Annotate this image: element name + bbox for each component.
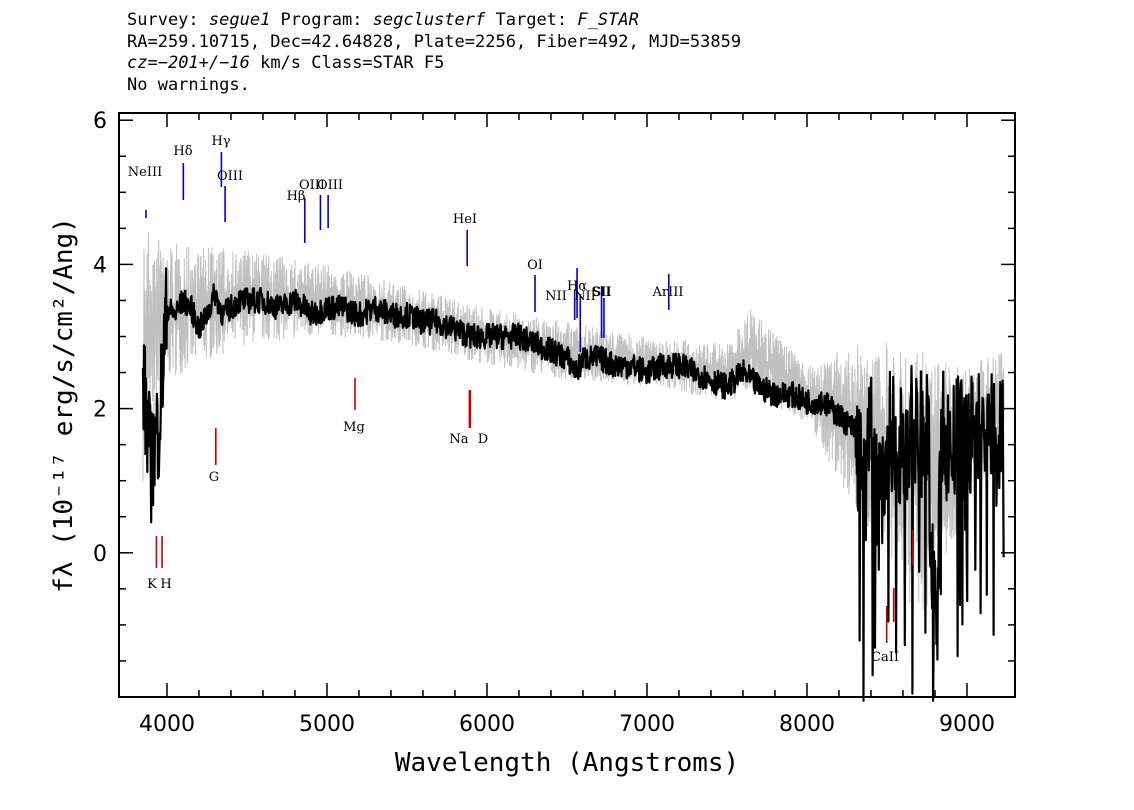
y-tick-label: 2 [93,398,107,423]
survey-value: segue1 [208,10,271,30]
y-tick-label: 6 [93,109,107,134]
emission-label: OIII [299,178,325,193]
error-series-line [142,232,1005,611]
program-value: segclusterf [372,10,486,30]
target-label: Target: [485,10,578,30]
absorption-label: G [209,470,219,485]
program-label: Program: [270,10,373,30]
emission-label: Hβ [287,189,306,204]
emission-label: NeIII [128,165,162,180]
emission-label: OIII [217,169,243,184]
absorption-label: H [160,577,171,592]
emission-label: NII [545,289,567,304]
absorption-label: Mg [343,420,365,435]
y-tick-label: 4 [93,253,107,278]
emission-label: SII [591,285,610,300]
emission-label: OI [527,258,543,273]
absorption-label: D [478,432,488,447]
target-value: F_STAR [577,10,639,30]
emission-label: OIII [317,178,343,193]
plot-frame [118,112,1016,698]
axes-layer: 4000 5000 6000 7000 8000 9000 0 2 4 6 [93,109,1015,737]
flux-layer [141,267,1005,702]
header-line-warnings: No warnings. [127,74,250,95]
x-tick-label: 4000 [139,712,195,737]
y-axis-title: fλ (10⁻¹⁷ erg/s/cm²/Ang) [49,217,79,593]
emission-label: Hδ [173,144,192,159]
spectrum-header: Survey: segue1 Program: segclusterf Targ… [127,10,741,96]
absorption-label: Na [449,432,468,447]
emission-label: Hα [567,279,587,294]
header-line-redshift: cz=−201+/−16 km/s Class=STAR F5 [127,53,741,75]
x-axis-title: Wavelength (Angstroms) [395,748,739,778]
header-line-coords: RA=259.10715, Dec=42.64828, Plate=2256, … [127,31,742,52]
x-tick-label: 7000 [619,712,675,737]
absorption-label: CaII [871,650,899,665]
absorption-label: K [147,577,157,592]
x-tick-label: 9000 [939,712,995,737]
x-tick-label: 6000 [459,712,515,737]
header-line-survey: Survey: segue1 Program: segclusterf Targ… [127,10,741,32]
survey-label: Survey: [127,10,209,30]
cz-value: =−201+/−16 [147,53,250,73]
cz-label: cz [127,53,148,73]
emission-label: ArIII [651,285,683,300]
emission-label: SII [592,285,611,300]
y-tick-label: 0 [93,542,107,567]
x-tick-label: 8000 [779,712,835,737]
flux-series-line [141,267,1005,702]
x-tick-label: 5000 [299,712,355,737]
error-band-layer [142,232,1005,611]
emission-label: NII [574,289,596,304]
class-text: km/s Class=STAR F5 [249,53,445,73]
emission-label: HeI [453,212,477,227]
line-markers-layer: NeIIIHδHγOIIIHβOIIIOIIIHeIOINIIHαNIISIIS… [128,134,914,665]
emission-label: Hγ [211,134,230,149]
